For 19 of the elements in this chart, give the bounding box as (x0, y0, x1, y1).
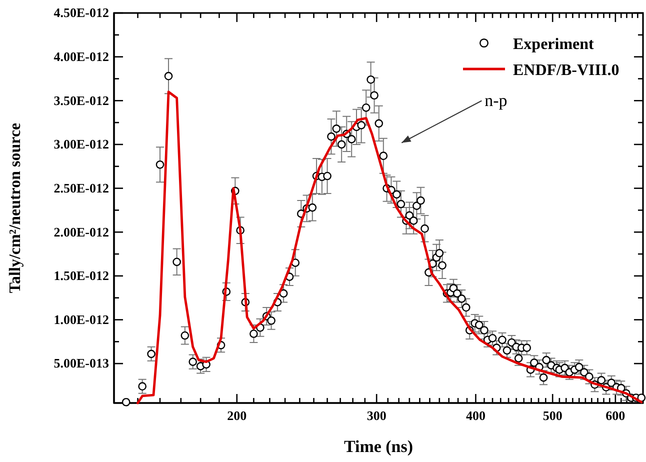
y-tick-label: 3.50E-012 (54, 92, 109, 108)
x-tick-label: 500 (542, 408, 562, 424)
y-tick-label: 1.50E-012 (54, 268, 109, 284)
y-axis-title: Tally/cm²/neutron source (7, 122, 24, 294)
x-tick-label: 200 (227, 408, 247, 424)
y-tick-label: 3.00E-012 (54, 136, 109, 152)
legend-label: Experiment (513, 36, 595, 53)
legend-label: ENDF/B-VIII.0 (513, 62, 620, 79)
y-tick-label: 2.50E-012 (54, 180, 109, 196)
y-tick-label: 4.50E-012 (54, 5, 109, 20)
x-tick-label: 300 (366, 408, 386, 424)
x-axis-title: Time (ns) (344, 437, 414, 456)
x-tick-label: 600 (606, 408, 626, 424)
y-tick-label: 1.00E-012 (54, 312, 109, 327)
annotation: n-p (484, 90, 508, 110)
y-tick-label: 4.00E-012 (54, 48, 109, 64)
x-tick-label: 400 (466, 408, 486, 424)
y-tick-label: 5.00E-013 (54, 356, 110, 371)
y-tick-label: 2.00E-012 (54, 224, 109, 240)
